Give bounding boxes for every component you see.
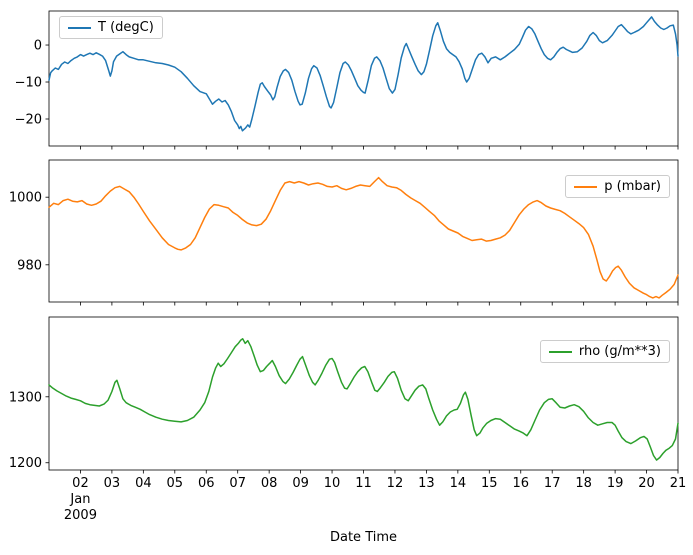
legend-pressure: p (mbar) <box>565 175 670 198</box>
pressure-y-tick-label: 980 <box>17 258 42 273</box>
x-offset-year-label: 2009 <box>64 508 97 523</box>
x-tick-label: 18 <box>575 476 592 491</box>
x-tick-label: 20 <box>638 476 655 491</box>
x-tick-label: 11 <box>355 476 372 491</box>
legend-density: rho (g/m**3) <box>539 340 670 363</box>
density-y-tick-label: 1200 <box>9 456 42 471</box>
legend-label-pressure: p (mbar) <box>604 179 661 194</box>
x-tick-label: 04 <box>135 476 152 491</box>
x-tick-label: 09 <box>292 476 309 491</box>
density-y-tick-label: 1300 <box>9 390 42 405</box>
x-tick-label: 21 <box>670 476 687 491</box>
temperature-y-tick-label: 0 <box>34 39 42 54</box>
legend-temperature: T (degC) <box>59 16 163 39</box>
legend-line-sample-density <box>548 350 572 353</box>
x-tick-label: 13 <box>418 476 435 491</box>
temperature-y-tick-label: −20 <box>15 113 42 128</box>
legend-line-sample-temperature <box>68 26 91 29</box>
pressure-series-line <box>48 176 679 299</box>
legend-line-sample-pressure <box>574 185 598 188</box>
x-axis-label: Date Time <box>330 530 397 545</box>
x-tick-label: 08 <box>261 476 278 491</box>
x-offset-month-label: Jan <box>69 492 90 507</box>
x-tick-label: 14 <box>450 476 467 491</box>
x-tick-label: 06 <box>198 476 215 491</box>
x-tick-label: 16 <box>512 476 529 491</box>
density-series-line <box>48 338 679 461</box>
x-tick-label: 10 <box>324 476 341 491</box>
x-tick-label: 15 <box>481 476 498 491</box>
x-tick-label: 12 <box>387 476 404 491</box>
pressure-y-tick-label: 1000 <box>9 191 42 206</box>
x-tick-label: 19 <box>607 476 624 491</box>
x-tick-label: 07 <box>229 476 246 491</box>
legend-label-density: rho (g/m**3) <box>578 344 661 359</box>
temperature-series-line <box>48 16 679 132</box>
x-tick-label: 17 <box>544 476 561 491</box>
temperature-y-tick-label: −10 <box>15 76 42 91</box>
x-tick-label: 05 <box>167 476 184 491</box>
x-tick-label: 03 <box>104 476 121 491</box>
x-tick-label: 02 <box>72 476 89 491</box>
legend-label-temperature: T (degC) <box>98 20 154 35</box>
